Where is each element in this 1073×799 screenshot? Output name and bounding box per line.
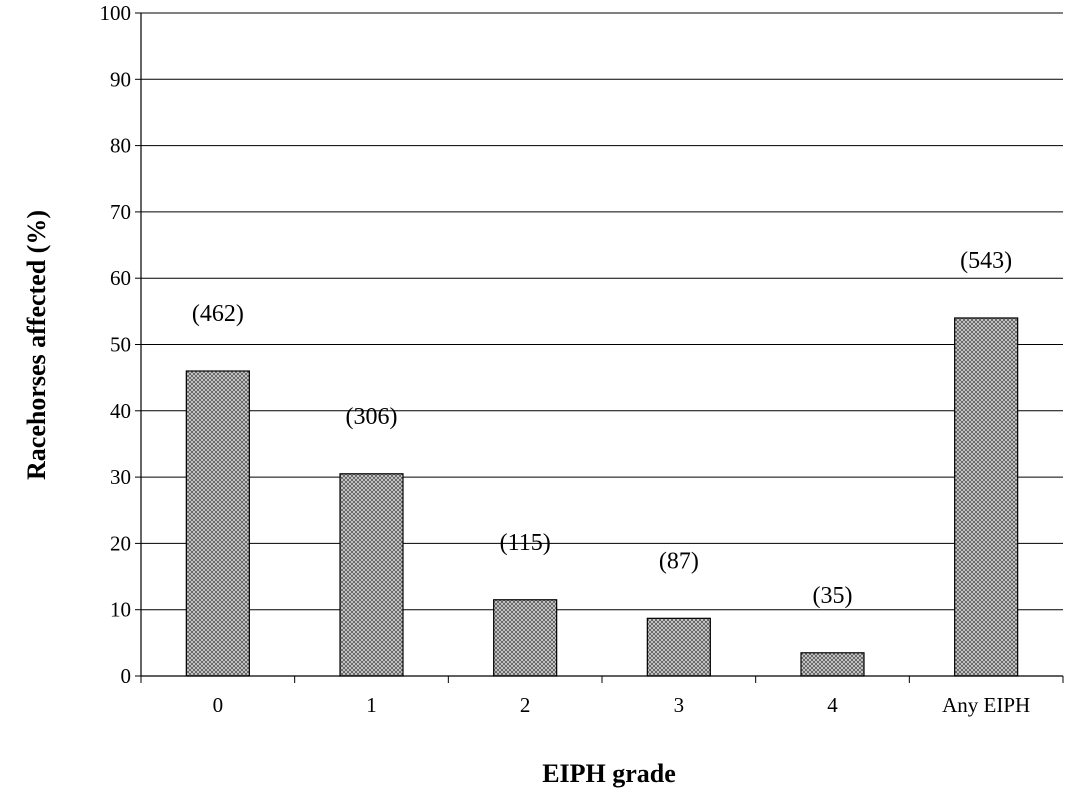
bar-4: [800, 652, 865, 677]
bar-count-label: (35): [813, 583, 853, 609]
x-tick-label: Any EIPH: [942, 693, 1030, 717]
bar-2: [493, 599, 558, 677]
bar-1: [339, 473, 404, 677]
bar-count-labels: (462) (306) (115) (87) (35) (543): [192, 248, 1012, 609]
x-tick-labels: 0 1 2 3 4 Any EIPH: [213, 693, 1031, 717]
y-tick-label: 90: [110, 67, 131, 91]
x-tick-label: 2: [520, 693, 531, 717]
x-tick-label: 4: [827, 693, 838, 717]
bar-count-label: (462): [192, 301, 244, 327]
y-tick-label: 30: [110, 465, 131, 489]
bar-any-eiph: [954, 317, 1019, 677]
gridlines: [141, 12, 1063, 611]
axes: [135, 12, 1064, 683]
y-tick-label: 60: [110, 266, 131, 290]
x-tick-label: 3: [674, 693, 685, 717]
bar-0: [185, 370, 250, 677]
y-tick-label: 10: [110, 598, 131, 622]
y-tick-label: 80: [110, 134, 131, 158]
y-tick-label: 0: [121, 664, 132, 688]
x-tick-label: 0: [213, 693, 224, 717]
x-tick-label: 1: [366, 693, 377, 717]
y-tick-label: 50: [110, 333, 131, 357]
y-tick-label: 100: [100, 1, 132, 25]
y-tick-labels: 0 10 20 30 40 50 60 70 80 90 100: [100, 1, 132, 688]
bar-count-label: (543): [960, 248, 1012, 274]
bar-count-label: (115): [500, 530, 551, 556]
y-tick-label: 40: [110, 399, 131, 423]
y-axis-title: Racehorses affected (%): [22, 210, 51, 480]
bar-count-label: (306): [346, 404, 398, 430]
bar-series: [185, 317, 1019, 677]
y-tick-label: 20: [110, 531, 131, 555]
y-tick-label: 70: [110, 200, 131, 224]
bar-3: [646, 617, 711, 677]
x-axis-title: EIPH grade: [542, 759, 676, 788]
bar-count-label: (87): [659, 548, 699, 574]
